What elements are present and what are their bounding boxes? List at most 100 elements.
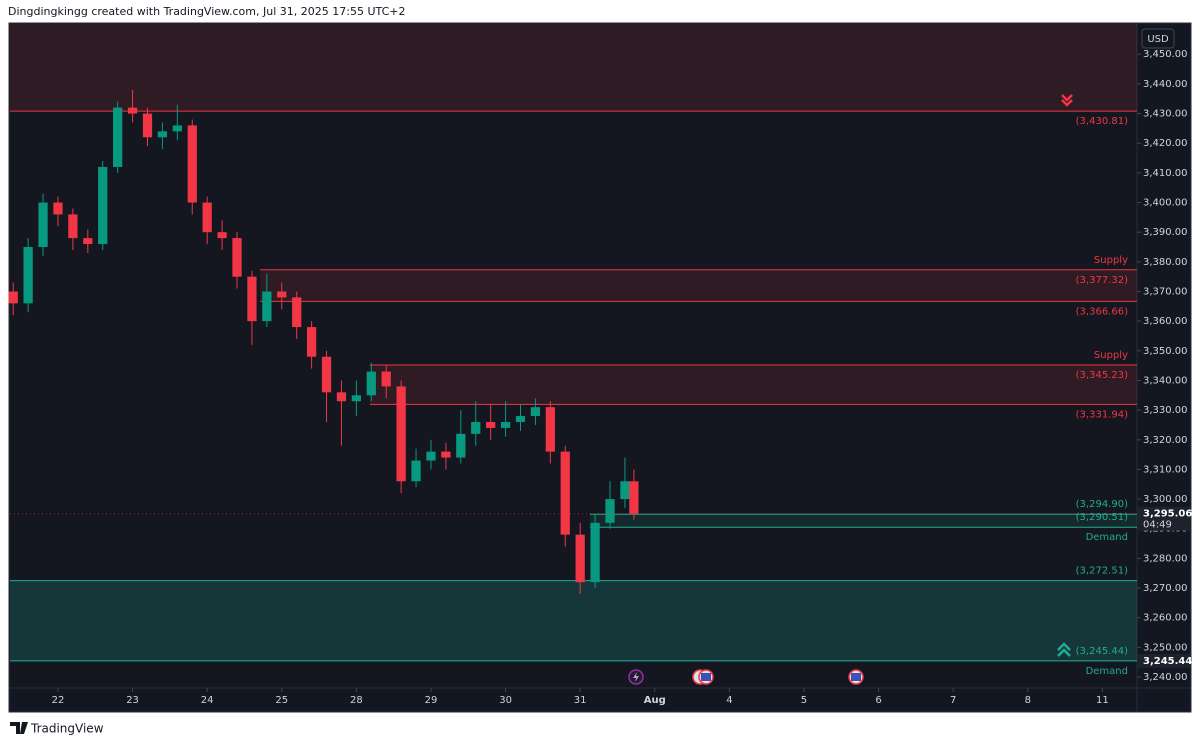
event-icon-glyph <box>633 672 639 682</box>
event-icons[interactable] <box>628 669 864 685</box>
candle-body <box>142 113 153 138</box>
candle-body <box>53 202 63 215</box>
y-tick-label: 3,370.00 <box>1143 286 1188 297</box>
x-tick-label: 8 <box>1025 695 1031 706</box>
y-tick-label: 3,310.00 <box>1143 464 1188 475</box>
candle-body <box>277 291 287 298</box>
zone <box>589 514 1137 528</box>
candle-body <box>157 131 168 138</box>
x-tick-label: Aug <box>644 695 666 706</box>
brand-logo <box>10 722 28 734</box>
candle-body <box>381 371 391 387</box>
zone <box>260 269 1137 302</box>
x-tick-label: 30 <box>499 695 512 706</box>
candle-body <box>321 356 332 393</box>
candle-body <box>366 371 376 396</box>
candle-body <box>396 386 406 482</box>
candle-body <box>605 499 615 523</box>
x-tick-label: 22 <box>52 695 65 706</box>
candle-body <box>172 125 182 132</box>
y-tick-label: 3,390.00 <box>1143 227 1188 238</box>
candle-body <box>411 460 421 482</box>
x-tick-label: 6 <box>875 695 881 706</box>
y-tick-label: 3,330.00 <box>1143 405 1188 416</box>
zone-name: Supply <box>1094 255 1128 266</box>
axes: 3,240.00 3,250.00 3,260.00 3,270.00 3,280.00… <box>10 49 1192 706</box>
candle-body <box>68 214 78 239</box>
candle-body <box>38 202 48 248</box>
chart-title: Dingdingkingg created with TradingView.c… <box>8 5 405 18</box>
candle-body <box>486 421 496 428</box>
currency-box[interactable] <box>1141 28 1175 49</box>
y-tick-label: 3,420.00 <box>1143 138 1188 149</box>
zones: (3,430.81) (3,377.32) (3,366.66) Supply (3,3… <box>10 24 1137 677</box>
y-tick-label: 3,300.00 <box>1143 494 1188 505</box>
zone-level-label: (3,366.66) <box>1076 306 1128 317</box>
zone-level-label: (3,430.81) <box>1076 116 1128 127</box>
candle-body <box>471 421 481 434</box>
last-price-label: 3,295.06 <box>1143 509 1192 520</box>
brand-name: TradingView <box>30 722 104 736</box>
zone-name: Demand <box>1086 666 1128 677</box>
zone-level-label: (3,331.94) <box>1076 409 1128 420</box>
x-tick-label: 25 <box>275 695 288 706</box>
candle-body <box>530 407 541 417</box>
candle-body <box>426 451 436 461</box>
zone-level-label: (3,272.51) <box>1076 566 1128 577</box>
x-tick-label: 28 <box>350 695 363 706</box>
candle-body <box>23 247 33 304</box>
y-tick-label: 3,260.00 <box>1143 613 1188 624</box>
candle-body <box>441 451 451 458</box>
y-tick-label: 3,410.00 <box>1143 168 1188 179</box>
y-tick-label: 3,430.00 <box>1143 109 1188 120</box>
y-tick-label: 3,240.00 <box>1143 672 1188 683</box>
zone-name: Demand <box>1086 532 1128 543</box>
y-tick-label: 3,360.00 <box>1143 316 1188 327</box>
y-tick-label: 3,340.00 <box>1143 375 1188 386</box>
candles <box>8 89 639 594</box>
candle-body <box>292 297 302 328</box>
zone <box>10 580 1137 661</box>
candle-body <box>560 451 570 535</box>
y-tick-label: 3,250.00 <box>1143 642 1188 653</box>
candle-body <box>515 416 526 422</box>
candle-body <box>83 238 93 245</box>
zone-level-label: (3,377.32) <box>1076 275 1128 286</box>
plot-area <box>10 24 1137 688</box>
candle-body <box>575 534 585 583</box>
x-tick-label: 7 <box>950 695 956 706</box>
y-tick-label: 3,270.00 <box>1143 583 1188 594</box>
down-chevrons <box>1061 94 1073 107</box>
candle-body <box>8 291 18 304</box>
zone-level-label: (3,294.90) <box>1076 499 1128 510</box>
y-tick-label: 3,350.00 <box>1143 346 1188 357</box>
candle-body <box>629 481 639 514</box>
zone-level-label: (3,345.23) <box>1076 370 1128 381</box>
candle-body <box>545 407 555 452</box>
x-tick-label: 29 <box>425 695 438 706</box>
currency-label: USD <box>1147 34 1169 45</box>
x-tick-label: 4 <box>726 695 732 706</box>
up-chevrons <box>1057 642 1071 657</box>
y-tick-label: 3,320.00 <box>1143 435 1188 446</box>
x-tick-label: 31 <box>574 695 587 706</box>
x-tick-label: 24 <box>201 695 214 706</box>
candle-body <box>351 395 361 402</box>
candle-body <box>620 481 630 500</box>
y-tick-label: 3,450.00 <box>1143 49 1188 60</box>
zone-level-label: (3,290.51) <box>1076 512 1128 523</box>
candle-body <box>98 166 108 245</box>
y-tick-label: 3,280.00 <box>1143 553 1188 564</box>
zone <box>369 364 1137 405</box>
candle-body <box>500 421 511 428</box>
candle-body <box>336 392 347 402</box>
flag-glyph <box>701 673 711 681</box>
candle-body <box>456 433 466 458</box>
candle-body <box>262 291 272 322</box>
candle-body <box>590 522 600 583</box>
candle-body <box>187 125 197 203</box>
x-tick-label: 5 <box>801 695 807 706</box>
marker-price-label: 3,245.44 <box>1143 656 1192 667</box>
marker-price-badge <box>1138 653 1191 668</box>
